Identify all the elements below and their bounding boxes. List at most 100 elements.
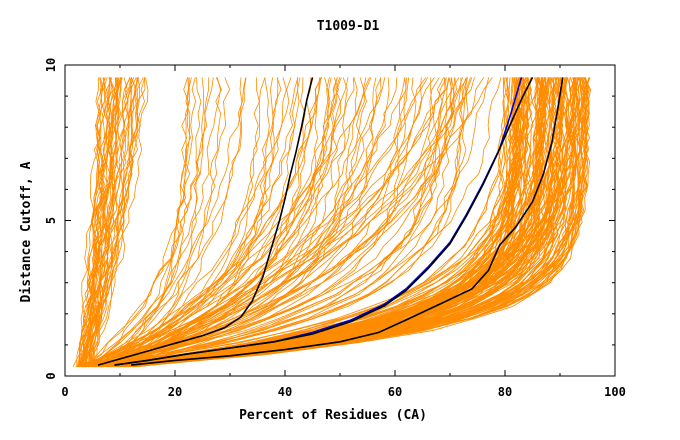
background-model-curve bbox=[103, 77, 340, 368]
background-model-curve bbox=[118, 77, 202, 368]
background-model-curve bbox=[106, 77, 447, 368]
background-model-curve bbox=[111, 77, 299, 368]
background-model-curve bbox=[111, 77, 246, 368]
highlight-model-curve bbox=[130, 77, 564, 366]
x-tick-label: 20 bbox=[168, 385, 182, 399]
background-model-curves bbox=[72, 77, 592, 368]
x-tick-label: 0 bbox=[61, 385, 68, 399]
background-model-curve bbox=[84, 77, 120, 367]
background-model-curve bbox=[106, 77, 231, 368]
background-model-curve bbox=[120, 77, 560, 368]
background-model-curve bbox=[78, 77, 322, 368]
background-model-curve bbox=[77, 77, 471, 368]
background-model-curve bbox=[77, 77, 137, 367]
background-model-curve bbox=[80, 77, 355, 368]
background-model-curve bbox=[90, 77, 450, 368]
background-model-curve bbox=[82, 77, 407, 368]
background-model-curve bbox=[83, 77, 447, 368]
highlight-model-curve bbox=[114, 77, 534, 366]
highlight-model-curves bbox=[97, 77, 564, 366]
background-model-curve bbox=[124, 77, 578, 368]
background-model-curve bbox=[79, 77, 450, 368]
background-model-curve bbox=[81, 77, 106, 367]
x-tick-label: 60 bbox=[388, 385, 402, 399]
background-model-curve bbox=[114, 77, 463, 368]
background-model-curve bbox=[98, 77, 591, 368]
background-model-curve bbox=[106, 77, 544, 368]
background-model-curve bbox=[88, 77, 138, 367]
background-model-curve bbox=[102, 77, 468, 368]
x-axis-ticks: 0 20 40 60 80 100 bbox=[61, 65, 626, 399]
background-model-curve bbox=[107, 77, 545, 368]
background-model-curve bbox=[81, 77, 446, 368]
background-model-curve bbox=[109, 77, 455, 368]
background-model-curve bbox=[86, 77, 214, 367]
background-model-curve bbox=[90, 77, 192, 368]
background-model-curve bbox=[86, 77, 243, 368]
y-axis-label: Distance Cutoff, A bbox=[19, 161, 34, 302]
background-model-curve bbox=[98, 77, 473, 368]
background-model-curve bbox=[82, 77, 370, 368]
background-model-curve bbox=[87, 77, 149, 367]
background-model-curve bbox=[78, 77, 114, 367]
background-model-curve bbox=[109, 77, 505, 368]
background-model-curve bbox=[93, 77, 460, 368]
background-model-curve bbox=[100, 77, 422, 368]
x-tick-label: 40 bbox=[278, 385, 292, 399]
background-model-curve bbox=[83, 77, 580, 368]
x-tick-label: 100 bbox=[604, 385, 626, 399]
background-model-curve bbox=[107, 77, 270, 368]
background-model-curve bbox=[99, 77, 502, 368]
y-tick-label: 0 bbox=[44, 372, 58, 379]
background-model-curve bbox=[92, 77, 556, 368]
background-model-curve bbox=[91, 77, 582, 368]
background-model-curve bbox=[79, 77, 205, 368]
background-model-curve bbox=[133, 77, 587, 368]
background-model-curve bbox=[117, 77, 292, 367]
chart-title: T1009-D1 bbox=[317, 19, 380, 34]
background-model-curve bbox=[107, 77, 445, 368]
background-model-curve bbox=[76, 77, 104, 367]
background-model-curve bbox=[133, 77, 521, 368]
background-model-curve bbox=[98, 77, 367, 368]
background-model-curve bbox=[80, 77, 490, 368]
background-model-curve bbox=[95, 77, 398, 368]
background-model-curve bbox=[111, 77, 191, 368]
background-model-curve bbox=[81, 77, 114, 367]
highlight-model-curve bbox=[97, 77, 314, 366]
background-model-curve bbox=[92, 77, 427, 368]
background-model-curve bbox=[81, 77, 282, 368]
background-model-curve bbox=[117, 77, 575, 368]
background-model-curve bbox=[118, 77, 386, 368]
background-model-curve bbox=[77, 77, 139, 367]
background-model-curve bbox=[100, 77, 320, 368]
x-axis-label: Percent of Residues (CA) bbox=[239, 408, 427, 423]
y-axis-ticks: 0 5 10 bbox=[44, 58, 615, 380]
background-model-curve bbox=[113, 77, 519, 368]
background-model-curve bbox=[78, 77, 111, 367]
background-model-curve bbox=[95, 77, 247, 368]
background-model-curve bbox=[117, 77, 457, 368]
background-model-curve bbox=[101, 77, 322, 368]
x-tick-label: 80 bbox=[498, 385, 512, 399]
background-model-curve bbox=[133, 77, 565, 368]
background-model-curve bbox=[85, 77, 110, 367]
background-model-curve bbox=[116, 77, 306, 368]
background-model-curve bbox=[102, 77, 570, 368]
background-model-curve bbox=[102, 77, 519, 368]
background-model-curve bbox=[97, 77, 222, 368]
background-model-curve bbox=[75, 77, 406, 368]
background-model-curve bbox=[108, 77, 299, 368]
background-model-curve bbox=[108, 77, 544, 368]
background-model-curve bbox=[92, 77, 210, 367]
background-model-curve bbox=[83, 77, 197, 368]
background-model-curve bbox=[90, 77, 106, 367]
background-model-curve bbox=[86, 77, 189, 368]
background-model-curve bbox=[91, 77, 358, 368]
y-tick-label: 10 bbox=[44, 58, 58, 72]
background-model-curve bbox=[120, 77, 588, 368]
background-model-curve bbox=[114, 77, 390, 368]
background-model-curve bbox=[99, 77, 221, 368]
background-model-curve bbox=[100, 77, 521, 368]
